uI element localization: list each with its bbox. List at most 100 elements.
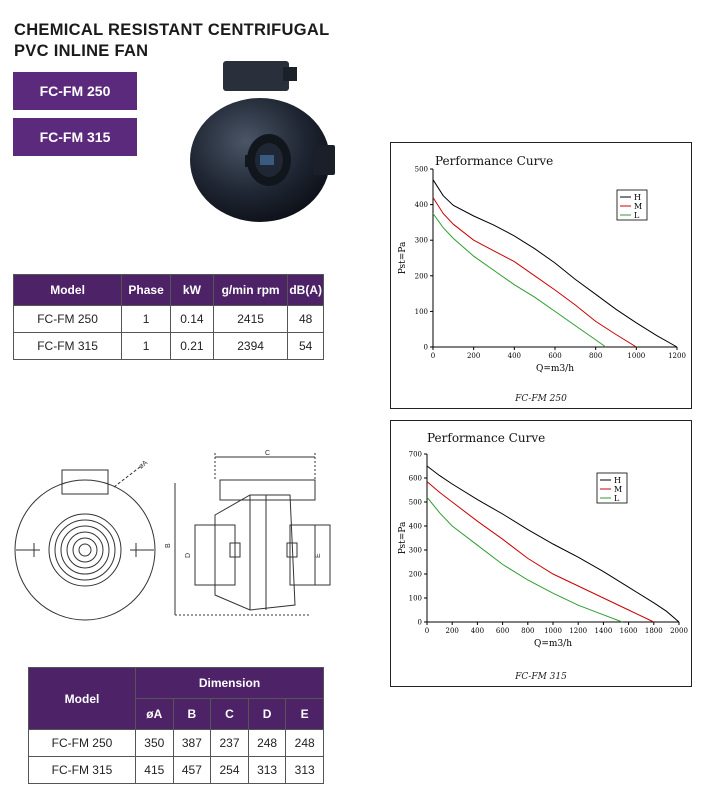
table-cell: 0.21	[170, 332, 214, 360]
y-axis-label: Pst=Pa	[398, 241, 408, 274]
dim-header-group: Dimension	[135, 667, 324, 699]
table-cell: FC-FM 250	[28, 729, 136, 757]
x-tick-label: 800	[589, 352, 602, 360]
x-tick-label: 600	[496, 627, 509, 635]
table-row: FC-FM 315 1 0.21 2394 54	[12, 332, 324, 360]
table-cell: 2415	[212, 305, 289, 333]
x-axis-label: Q=m3/h	[534, 639, 572, 649]
table-cell: FC-FM 315	[12, 332, 123, 360]
y-axis-label: Pst=Pa	[398, 521, 408, 554]
y-tick-label: 100	[409, 595, 422, 603]
title-line-1: CHEMICAL RESISTANT CENTRIFUGAL	[14, 21, 330, 39]
y-tick-label: 200	[409, 571, 422, 579]
table-cell: 387	[172, 729, 212, 757]
x-tick-label: 0	[431, 352, 435, 360]
x-tick-label: 600	[548, 352, 561, 360]
chart-caption: FC-FM 315	[514, 672, 567, 682]
legend-label: L	[614, 494, 620, 503]
performance-chart-fc-fm-250: Performance Curve 0 100 200 300 400 500 0 200 400…	[390, 142, 692, 409]
y-tick-label: 500	[409, 499, 422, 507]
spec-header-rpm: g/min rpm	[212, 274, 289, 306]
dim-header-a: øA	[135, 698, 174, 730]
label-e: E	[315, 553, 322, 558]
model-button-fc-fm-250[interactable]: FC-FM 250	[13, 72, 137, 110]
table-cell: 0.14	[170, 305, 214, 333]
label-b: B	[165, 543, 172, 548]
table-cell: 54	[287, 332, 324, 360]
spec-header-phase: Phase	[121, 274, 171, 306]
y-tick-label: 100	[415, 308, 428, 316]
spec-header-model: Model	[12, 274, 123, 306]
y-tick-label: 300	[409, 547, 422, 555]
x-tick-label: 200	[467, 352, 480, 360]
series-line-l	[426, 496, 623, 623]
x-tick-label: 2000	[670, 627, 688, 635]
legend-label: H	[634, 193, 641, 202]
performance-chart-fc-fm-315: Performance Curve 0 100 200 300 400 500 600 700 0…	[390, 420, 692, 687]
legend-label: L	[634, 211, 640, 220]
dim-header-e: E	[285, 698, 324, 730]
table-cell: 1	[121, 332, 171, 360]
dim-table-header-row-1: Model Dimension	[28, 667, 324, 730]
page-title: CHEMICAL RESISTANT CENTRIFUGAL PVC INLIN…	[14, 20, 329, 62]
table-cell: 1	[121, 305, 171, 333]
x-tick-label: 1200	[668, 352, 686, 360]
x-tick-label: 1000	[627, 352, 645, 360]
y-tick-label: 700	[409, 451, 422, 459]
x-tick-label: 800	[521, 627, 534, 635]
table-cell: FC-FM 315	[28, 756, 136, 784]
table-cell: 415	[135, 756, 174, 784]
y-tick-label: 400	[409, 523, 422, 531]
table-row: FC-FM 315 415 457 254 313 313	[28, 756, 324, 784]
model-button-fc-fm-315[interactable]: FC-FM 315	[13, 118, 137, 156]
spec-header-kw: kW	[170, 274, 214, 306]
table-cell: 48	[287, 305, 324, 333]
spec-header-db: dB(A)	[287, 274, 324, 306]
y-tick-label: 300	[415, 237, 428, 245]
table-cell: 350	[135, 729, 174, 757]
x-tick-label: 1800	[645, 627, 663, 635]
spec-table: Model Phase kW g/min rpm dB(A) FC-FM 250…	[12, 274, 324, 360]
x-tick-label: 200	[446, 627, 459, 635]
spec-table-header-row: Model Phase kW g/min rpm dB(A)	[12, 274, 324, 306]
y-tick-label: 500	[415, 166, 428, 174]
table-row: FC-FM 250 1 0.14 2415 48	[12, 305, 324, 333]
x-tick-label: 400	[471, 627, 484, 635]
performance-chart-svg-1: Performance Curve 0 100 200 300 400 500 0 200 400…	[398, 154, 686, 404]
table-cell: 254	[210, 756, 249, 784]
x-tick-label: 1200	[569, 627, 587, 635]
x-tick-label: 1600	[620, 627, 638, 635]
legend-label: H	[614, 476, 621, 485]
table-cell: 237	[210, 729, 249, 757]
y-tick-label: 600	[409, 475, 422, 483]
x-tick-label: 1400	[594, 627, 612, 635]
chart-caption: FC-FM 250	[514, 394, 567, 404]
front-view-outer	[14, 479, 156, 621]
y-tick-label: 0	[424, 344, 428, 352]
label-a: øA	[138, 459, 150, 470]
table-cell: 248	[285, 729, 324, 757]
performance-chart-svg-2: Performance Curve 0 100 200 300 400 500 600 700 0…	[398, 431, 688, 682]
table-cell: 2394	[212, 332, 289, 360]
series-line-h	[426, 465, 680, 623]
table-cell: 313	[285, 756, 324, 784]
x-axis-label: Q=m3/h	[536, 364, 574, 374]
series-line-m	[432, 197, 637, 348]
dim-header-b: B	[172, 698, 212, 730]
dim-table-header-row-2: øA B C D E	[29, 698, 324, 730]
dimension-table: Model Dimension øA B C D E FC-FM 250 350…	[28, 667, 324, 784]
x-tick-label: 400	[508, 352, 521, 360]
technical-drawing: øA C B D E	[14, 450, 331, 621]
fan-product-image	[190, 61, 335, 222]
dim-header-d: D	[247, 698, 287, 730]
table-row: FC-FM 250 350 387 237 248 248	[28, 729, 324, 757]
x-tick-label: 0	[425, 627, 429, 635]
table-cell: FC-FM 250	[12, 305, 123, 333]
series-line-m	[426, 481, 655, 623]
series-line-h	[432, 179, 678, 348]
title-line-2: PVC INLINE FAN	[14, 42, 149, 60]
x-tick-label: 1000	[544, 627, 562, 635]
table-cell: 457	[172, 756, 212, 784]
label-c: C	[265, 450, 270, 457]
legend-label: M	[634, 202, 642, 211]
